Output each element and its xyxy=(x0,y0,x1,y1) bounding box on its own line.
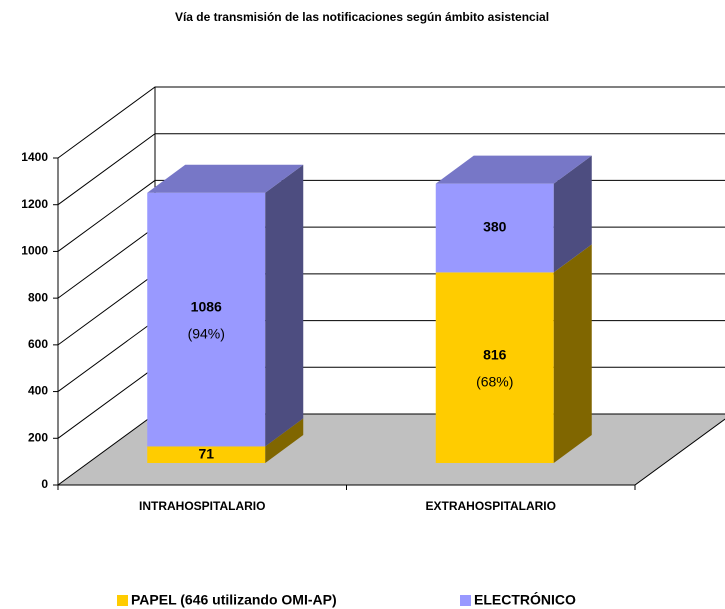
bar-front xyxy=(435,272,554,463)
bar-segment xyxy=(147,164,304,447)
bar-side xyxy=(265,164,304,447)
y-tick-label: 800 xyxy=(28,290,48,304)
y-tick-label: 200 xyxy=(28,430,48,444)
bar-segment xyxy=(435,244,592,463)
bar-front xyxy=(147,192,266,447)
bar-side xyxy=(553,244,592,463)
grid-line xyxy=(57,133,725,206)
y-tick-label: 0 xyxy=(41,477,48,491)
y-tick-label: 1200 xyxy=(21,197,48,211)
legend-label: ELECTRÓNICO xyxy=(474,591,576,608)
y-tick-label: 1400 xyxy=(21,150,48,164)
bar-front xyxy=(435,183,554,273)
percent-label: (68%) xyxy=(476,373,513,389)
legend-swatch xyxy=(117,595,128,606)
bar-front xyxy=(147,446,266,463)
value-label: 1086 xyxy=(191,298,222,314)
bar-top xyxy=(435,155,592,184)
y-tick-label: 600 xyxy=(28,337,48,351)
percent-label: (94%) xyxy=(188,325,225,341)
x-tick-label: EXTRAHOSPITALARIO xyxy=(426,499,556,513)
value-label: 816 xyxy=(483,346,507,362)
y-tick-label: 1000 xyxy=(21,244,48,258)
chart-title: Vía de transmisión de las notificaciones… xyxy=(175,10,549,24)
bar-side xyxy=(553,155,592,273)
bar-segment xyxy=(435,155,592,273)
bar-top xyxy=(147,164,304,193)
legend-label: PAPEL (646 utilizando OMI-AP) xyxy=(131,592,337,608)
legend-swatch xyxy=(460,595,471,606)
x-tick-label: INTRAHOSPITALARIO xyxy=(139,499,265,513)
y-tick-label: 400 xyxy=(28,384,48,398)
grid-line xyxy=(57,86,725,159)
bar-segment xyxy=(147,418,304,463)
bar-side xyxy=(265,418,304,463)
value-label: 380 xyxy=(483,219,507,235)
value-label: 71 xyxy=(198,445,214,461)
